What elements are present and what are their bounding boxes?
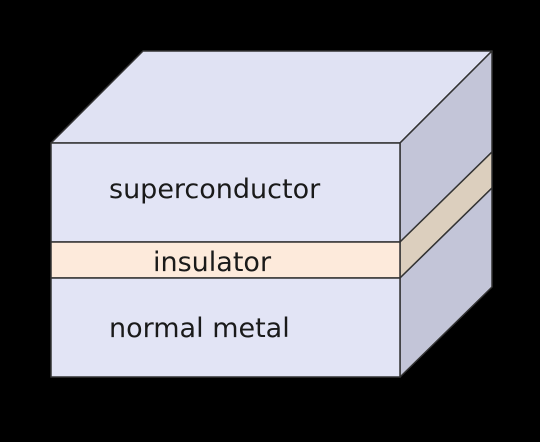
superconductor-front-face (50, 142, 401, 243)
normal-metal-front-face (50, 277, 401, 378)
superconductor-label: superconductor (109, 174, 321, 205)
normal-metal-label: normal metal (109, 313, 290, 344)
insulator-label: insulator (153, 247, 272, 278)
